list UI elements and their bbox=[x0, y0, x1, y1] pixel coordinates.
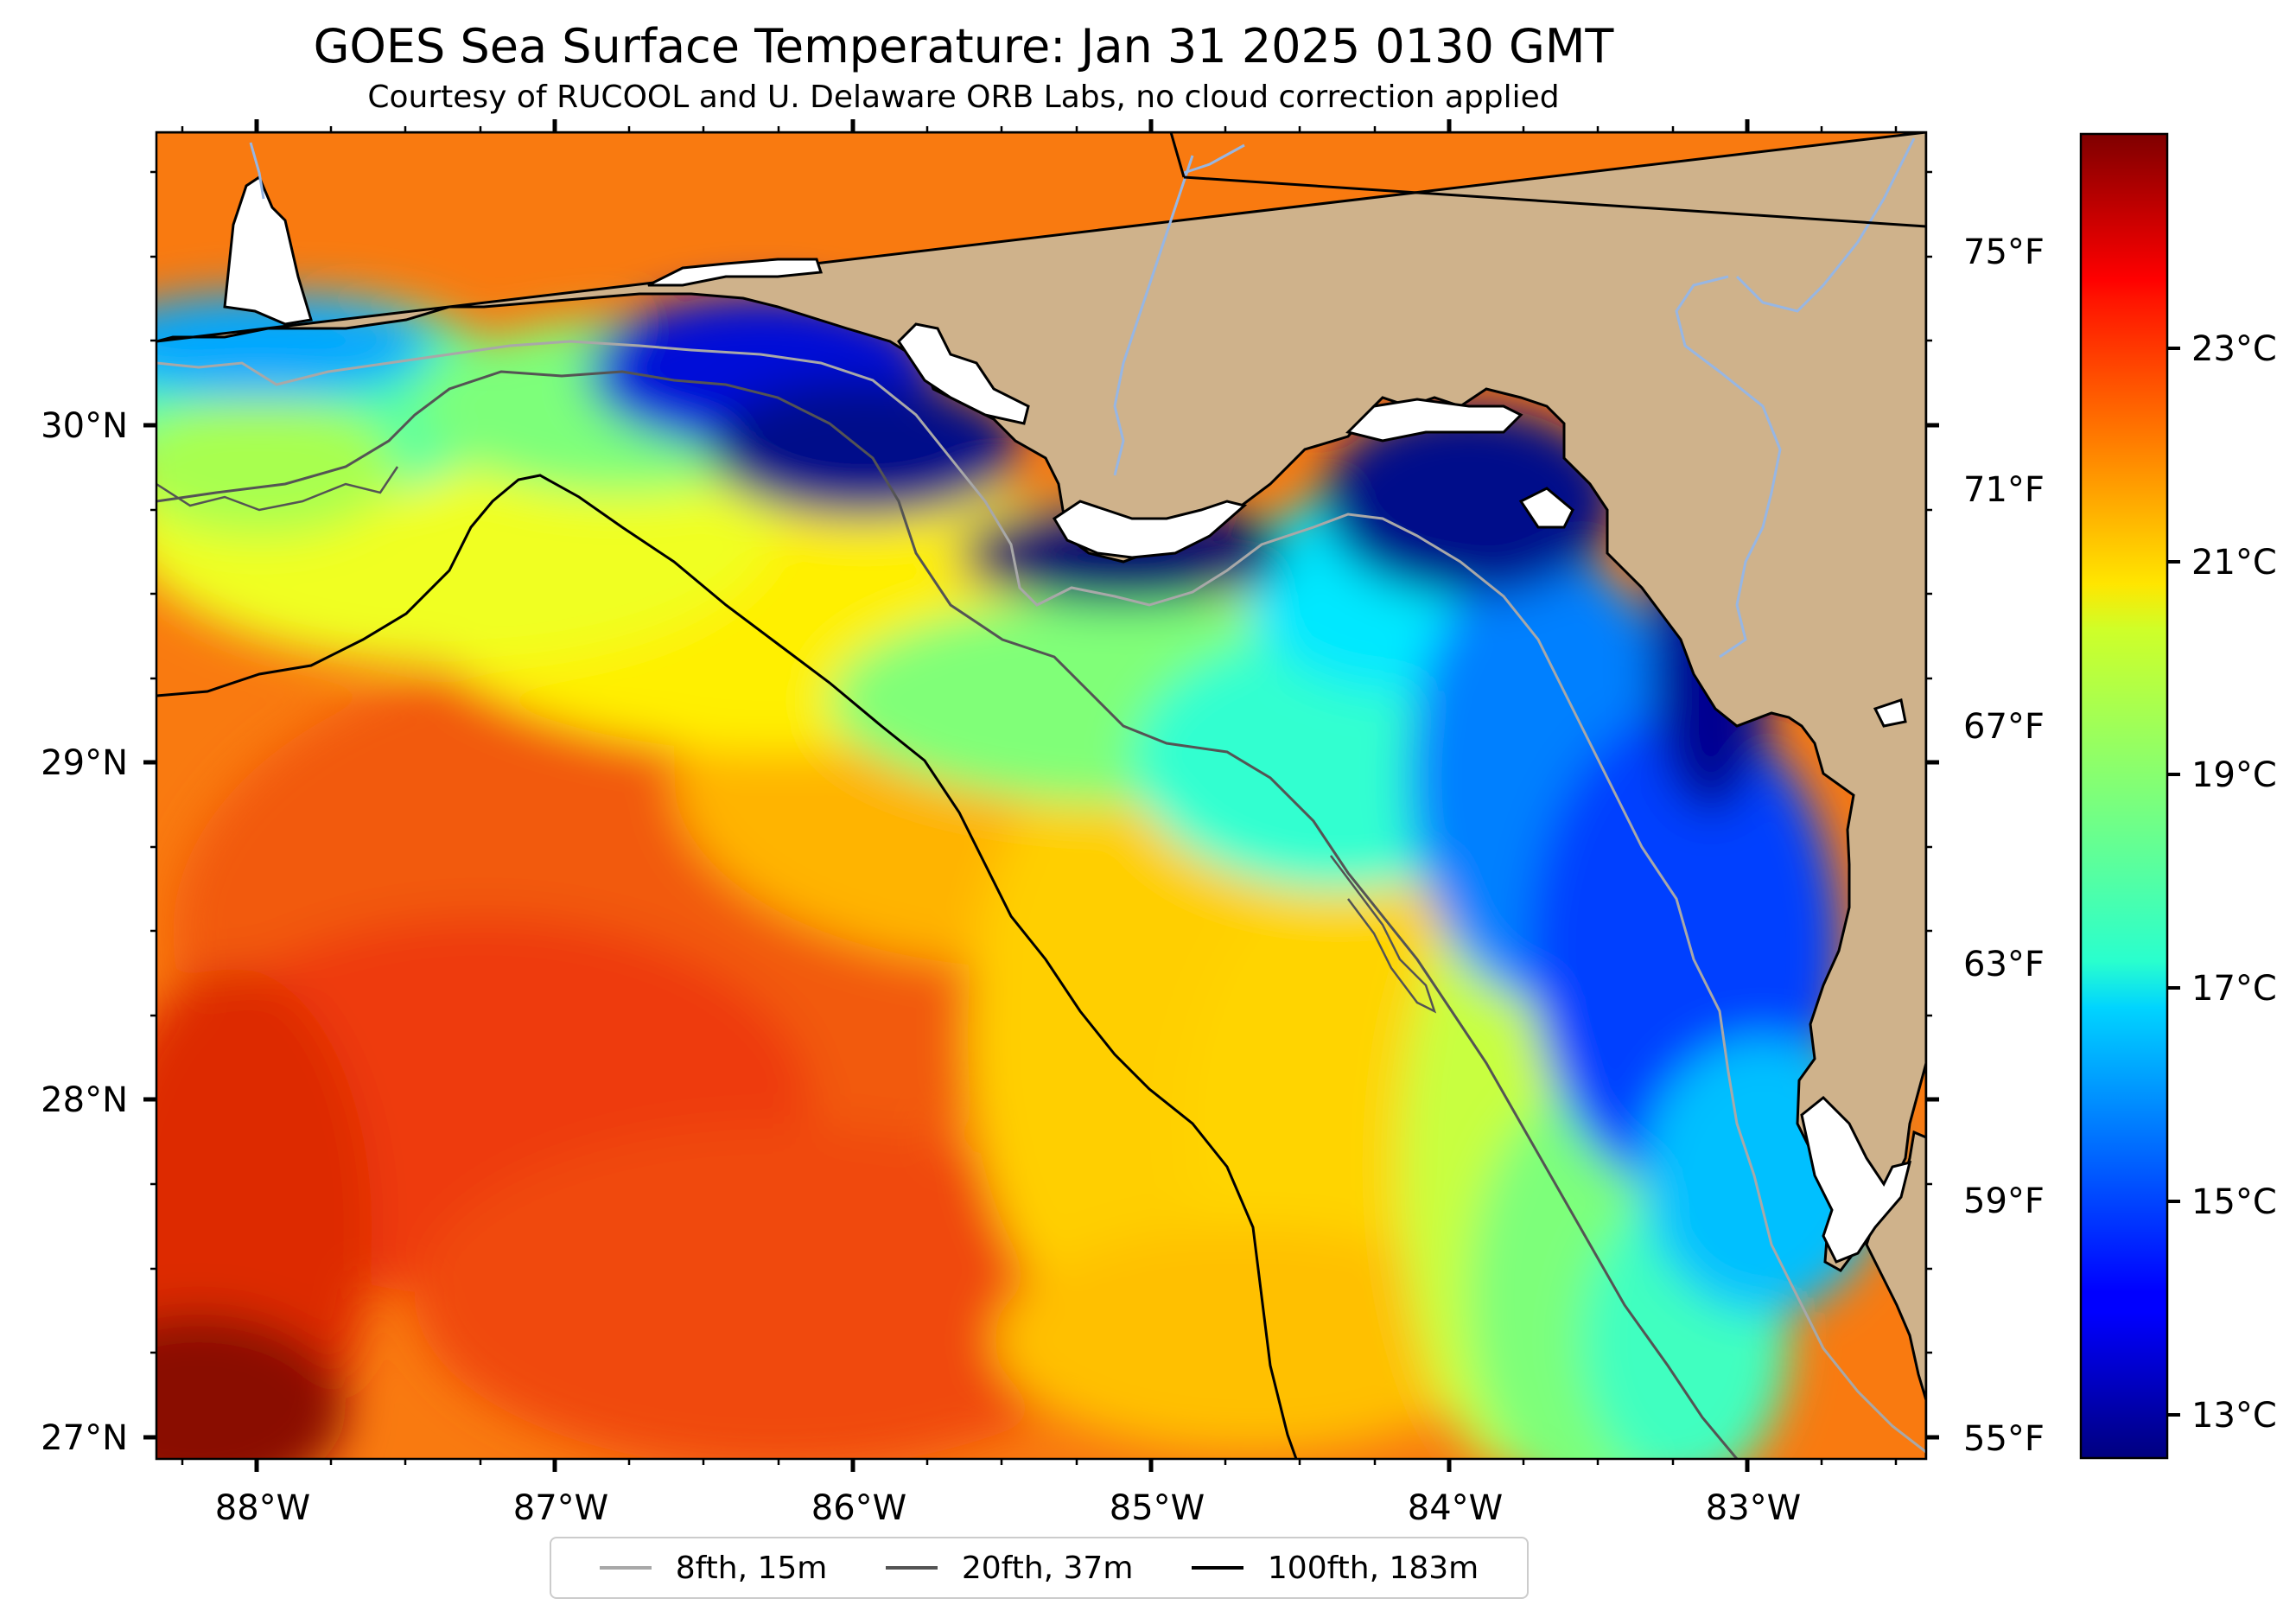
c-tick-21: 21°C bbox=[2191, 543, 2277, 583]
x-axis-minor bbox=[181, 126, 1898, 1465]
f-tick-55: 55°F bbox=[1963, 1419, 2045, 1459]
contour-20fth-37m bbox=[156, 370, 1739, 1459]
y-tick-labels: 27°N 28°N 29°N 30°N bbox=[41, 406, 128, 1458]
c-tick-17: 17°C bbox=[2191, 969, 2277, 1009]
contour-legend: 8fth, 15m 20fth, 37m 100fth, 183m bbox=[550, 1537, 1529, 1599]
x-tick-labels: 88°W 87°W 86°W 85°W 84°W 83°W bbox=[215, 1488, 1801, 1528]
c-tick-19: 19°C bbox=[2191, 755, 2277, 795]
colorbar bbox=[2079, 132, 2169, 1460]
f-tick-71: 71°F bbox=[1963, 470, 2045, 510]
fahrenheit-labels: 55°F 59°F 63°F 67°F 71°F 75°F bbox=[1963, 232, 2045, 1459]
y-tick-30n: 30°N bbox=[41, 406, 128, 446]
f-tick-63: 63°F bbox=[1963, 945, 2045, 984]
legend-label-100fth: 100fth, 183m bbox=[1267, 1550, 1479, 1586]
c-tick-13: 13°C bbox=[2191, 1396, 2277, 1436]
sst-field bbox=[156, 132, 1926, 1459]
contour-100fth-183m bbox=[156, 474, 1298, 1459]
y-axis-minor bbox=[150, 170, 1932, 1354]
celsius-labels: 13°C 15°C 17°C 19°C 21°C 23°C bbox=[2191, 329, 2277, 1436]
c-tick-23: 23°C bbox=[2191, 329, 2277, 369]
f-tick-59: 59°F bbox=[1963, 1181, 2045, 1221]
c-tick-15: 15°C bbox=[2191, 1182, 2277, 1222]
x-tick-88w: 88°W bbox=[215, 1488, 310, 1528]
x-tick-86w: 86°W bbox=[811, 1488, 906, 1528]
y-tick-29n: 29°N bbox=[41, 743, 128, 783]
legend-label-20fth: 20fth, 37m bbox=[961, 1550, 1134, 1586]
f-tick-67: 67°F bbox=[1963, 707, 2045, 747]
rivers bbox=[249, 137, 1916, 659]
y-tick-28n: 28°N bbox=[41, 1080, 128, 1120]
depth-contours bbox=[156, 340, 1926, 1459]
legend-item-100fth: 100fth, 183m bbox=[1191, 1550, 1479, 1586]
x-tick-83w: 83°W bbox=[1706, 1488, 1801, 1528]
legend-label-8fth: 8fth, 15m bbox=[675, 1550, 828, 1586]
legend-swatch-100fth bbox=[1191, 1566, 1243, 1570]
x-tick-84w: 84°W bbox=[1408, 1488, 1503, 1528]
x-tick-85w: 85°W bbox=[1110, 1488, 1205, 1528]
no-data-areas bbox=[223, 175, 1912, 1264]
state-border-2 bbox=[1169, 131, 1186, 178]
colorbar-ticks bbox=[2167, 347, 2180, 1417]
map-subtitle: Courtesy of RUCOOL and U. Delaware ORB L… bbox=[367, 80, 1560, 115]
x-tick-87w: 87°W bbox=[513, 1488, 608, 1528]
contour-8fth-15m bbox=[156, 340, 1926, 1454]
legend-swatch-20fth bbox=[885, 1566, 938, 1570]
y-tick-27n: 27°N bbox=[41, 1418, 128, 1458]
x-axis bbox=[254, 119, 1750, 1472]
legend-item-8fth: 8fth, 15m bbox=[599, 1550, 828, 1586]
f-tick-75: 75°F bbox=[1963, 232, 2045, 272]
y-axis bbox=[143, 423, 1939, 1440]
legend-item-20fth: 20fth, 37m bbox=[885, 1550, 1134, 1586]
map-title: GOES Sea Surface Temperature: Jan 31 202… bbox=[313, 19, 1614, 73]
map-frame bbox=[155, 131, 1928, 1461]
legend-swatch-8fth bbox=[599, 1566, 652, 1570]
state-border bbox=[1183, 175, 1927, 228]
